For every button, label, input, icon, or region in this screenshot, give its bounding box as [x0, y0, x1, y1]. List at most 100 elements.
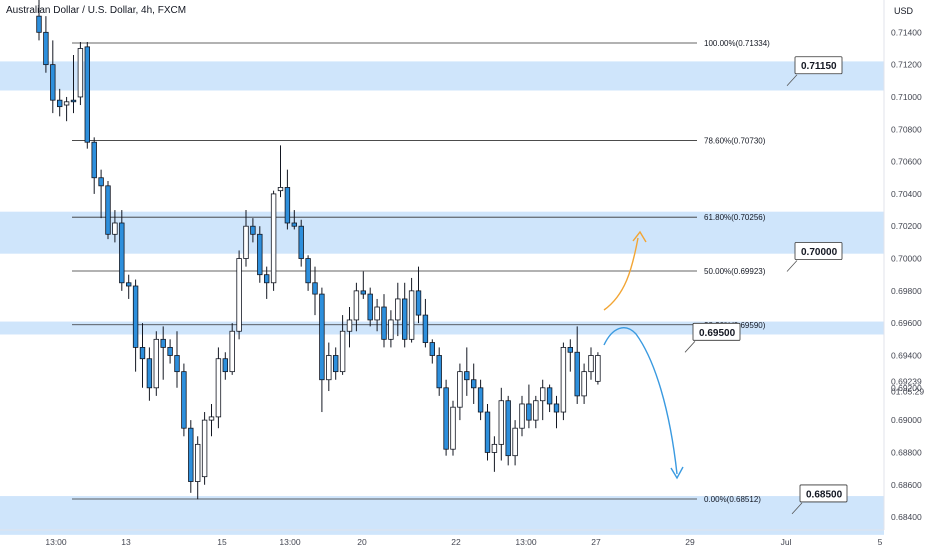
candle-body [70, 99, 77, 103]
callout-label: 0.71150 [801, 61, 837, 72]
price-tick-label: 0.70400 [891, 189, 922, 199]
callout-leader [684, 341, 696, 353]
price-tick-label: 0.71400 [891, 27, 922, 37]
candle-body [167, 347, 173, 356]
callout-leader [786, 74, 798, 86]
candlestick-series [36, 0, 601, 500]
last-price-label: 0.69239 [891, 377, 922, 387]
candle-body [326, 355, 332, 381]
candle-body [443, 387, 449, 450]
candle-body [188, 427, 194, 482]
currency-label: USD [894, 6, 914, 16]
time-tick-label: 13:00 [45, 537, 67, 547]
candle-body [519, 403, 525, 429]
price-tick-label: 0.69400 [891, 350, 922, 360]
candle-body [43, 31, 49, 66]
support-resistance-zones [0, 61, 884, 535]
candle-body [298, 225, 304, 259]
price-callouts[interactable]: 0.71150 0.70000 0.69500 0.68500 [684, 56, 848, 515]
candle-body [305, 258, 311, 284]
candle-body [526, 403, 532, 421]
price-tick-label: 0.70600 [891, 157, 922, 167]
fib-level-label: 0.00%(0.68512) [704, 495, 761, 504]
candle-body [146, 358, 153, 389]
fib-level-label: 50.00%(0.69923) [704, 267, 766, 276]
zone-band [0, 496, 884, 535]
candle-body [540, 387, 546, 402]
time-tick-label: 22 [451, 537, 461, 547]
fib-level-label: 61.80%(0.70256) [704, 213, 766, 222]
callout-box [799, 484, 848, 503]
candle-body [477, 387, 484, 413]
candle-body [201, 419, 208, 478]
candle-body [415, 290, 422, 316]
time-axis[interactable]: 13:00 13 15 13:00 20 22 13:00 27 29 Jul 5 [45, 537, 882, 547]
candle-body [505, 400, 511, 457]
bar-countdown-label: 01:05:29 [891, 387, 924, 397]
price-tick-label: 0.71000 [891, 92, 922, 102]
candle-body [498, 400, 504, 445]
candle-body [401, 298, 408, 340]
candle-body [395, 298, 401, 321]
projection-arrows[interactable] [603, 230, 684, 480]
candle-body [388, 319, 394, 340]
candle-body [360, 290, 366, 295]
time-tick-label: Jul [781, 537, 792, 547]
candle-body [546, 387, 553, 405]
callout-label: 0.69500 [699, 328, 736, 339]
candle-body [105, 185, 111, 235]
callout-label: 0.70000 [801, 247, 838, 258]
candle-body [339, 330, 346, 373]
candle-body [243, 225, 249, 259]
price-tick-label: 0.70200 [891, 221, 922, 231]
price-tick-label: 0.70800 [891, 124, 922, 134]
candle-body [63, 101, 70, 106]
fib-level-label: 78.60%(0.70730) [704, 137, 766, 146]
candle-body [98, 177, 104, 187]
time-tick-label: 29 [685, 537, 695, 547]
candle-body [153, 338, 159, 389]
candle-body [215, 358, 222, 418]
candle-body [119, 222, 125, 284]
candle-body [581, 371, 587, 397]
candle-body [112, 222, 118, 235]
candle-body [277, 187, 284, 192]
candle-body [222, 358, 228, 373]
fib-level-label: 100.00%(0.71334) [704, 39, 770, 48]
candle-body [491, 443, 498, 453]
candle-body [429, 342, 435, 356]
candle-body [284, 187, 291, 224]
candle-body [574, 351, 580, 397]
candle-body [367, 293, 373, 321]
time-tick-label: 5 [878, 537, 883, 547]
time-tick-label: 20 [357, 537, 367, 547]
candle-body [126, 282, 132, 287]
candle-body [457, 371, 463, 408]
candle-body [57, 99, 63, 108]
bearish-projection-arrow [603, 327, 678, 475]
time-tick-label: 27 [591, 537, 601, 547]
candle-body [470, 379, 477, 389]
candle-body [553, 403, 560, 413]
candle-body [464, 371, 470, 381]
candle-body [250, 225, 256, 235]
candle-body [595, 355, 601, 382]
callout-leader [786, 260, 798, 272]
candle-body [50, 64, 56, 101]
bullish-arrowhead [632, 230, 647, 243]
chart-title: Australian Dollar / U.S. Dollar, 4h, FXC… [6, 5, 187, 16]
time-tick-label: 13 [121, 537, 131, 547]
candle-body [588, 355, 594, 373]
candle-body [408, 290, 415, 340]
candle-body [484, 411, 491, 453]
candle-body [533, 400, 539, 421]
callout-label: 0.68500 [806, 489, 843, 500]
candle-body [567, 347, 573, 353]
candle-body [236, 258, 242, 332]
price-axis[interactable]: 0.71400 0.71200 0.71000 0.70800 0.70600 0.704… [891, 27, 924, 522]
candle-body [174, 355, 180, 373]
candle-body [91, 141, 97, 179]
candle-body [194, 443, 201, 482]
zone-band [0, 211, 884, 254]
